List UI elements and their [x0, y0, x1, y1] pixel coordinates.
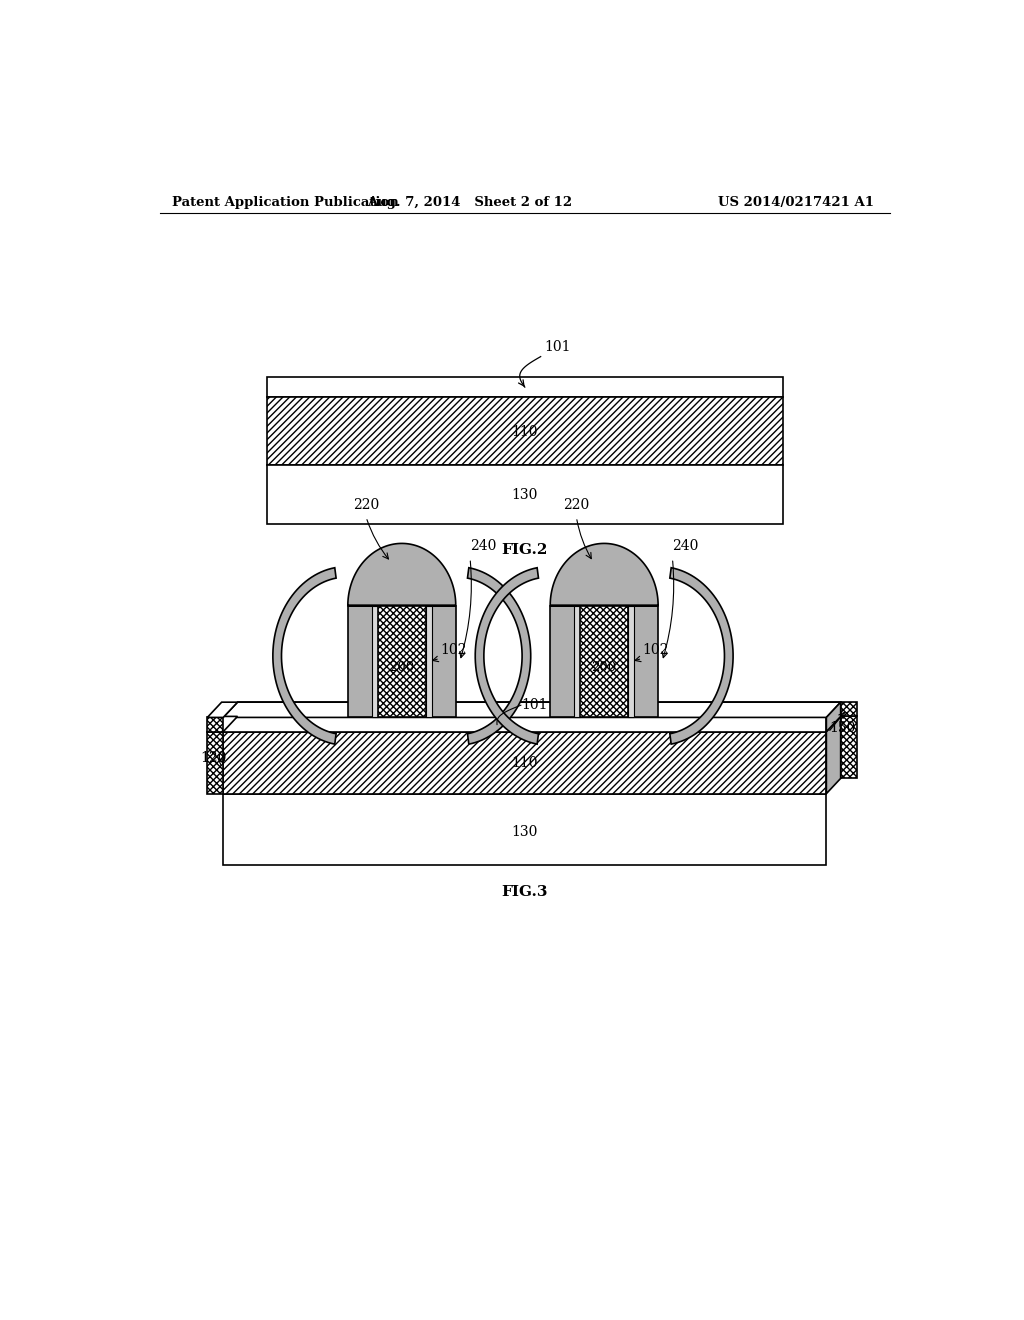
Text: US 2014/0217421 A1: US 2014/0217421 A1 — [718, 195, 873, 209]
Text: 150: 150 — [829, 721, 856, 735]
Bar — [267, 397, 782, 466]
Text: 200: 200 — [389, 660, 415, 673]
Text: 101: 101 — [521, 698, 548, 713]
Text: 110: 110 — [512, 756, 538, 770]
Bar — [238, 717, 841, 779]
Bar — [841, 717, 856, 779]
Polygon shape — [670, 568, 733, 744]
Text: 110: 110 — [512, 425, 538, 438]
Polygon shape — [550, 544, 658, 606]
Bar — [372, 606, 378, 718]
Polygon shape — [826, 702, 841, 731]
Text: 120: 120 — [201, 751, 227, 766]
Polygon shape — [207, 717, 238, 731]
Bar — [267, 466, 782, 524]
Polygon shape — [223, 717, 841, 731]
Polygon shape — [348, 544, 456, 606]
Text: 220: 220 — [353, 498, 379, 512]
Text: 102: 102 — [642, 643, 669, 657]
Text: 220: 220 — [563, 498, 590, 512]
Bar — [207, 731, 223, 793]
Text: 101: 101 — [545, 339, 571, 354]
Bar — [378, 606, 426, 718]
Polygon shape — [475, 568, 539, 744]
Bar — [207, 718, 223, 731]
Bar — [223, 731, 826, 793]
Bar — [223, 793, 826, 865]
Text: 130: 130 — [512, 488, 538, 502]
Text: 102: 102 — [440, 643, 466, 657]
Text: Aug. 7, 2014   Sheet 2 of 12: Aug. 7, 2014 Sheet 2 of 12 — [367, 195, 571, 209]
Bar — [841, 702, 856, 717]
Polygon shape — [272, 568, 336, 744]
Bar — [426, 606, 432, 718]
Bar — [238, 702, 841, 717]
Bar — [348, 606, 456, 718]
Bar — [267, 378, 782, 397]
Bar — [581, 606, 628, 718]
Text: 240: 240 — [470, 539, 497, 553]
Text: 240: 240 — [673, 539, 698, 553]
Text: FIG.2: FIG.2 — [502, 543, 548, 557]
Text: 200: 200 — [592, 660, 616, 673]
Bar — [628, 606, 634, 718]
Polygon shape — [207, 702, 238, 718]
Bar — [550, 606, 658, 718]
Polygon shape — [223, 702, 841, 718]
Bar — [223, 718, 826, 731]
Polygon shape — [468, 568, 530, 744]
Text: FIG.3: FIG.3 — [502, 886, 548, 899]
Text: Patent Application Publication: Patent Application Publication — [172, 195, 398, 209]
Bar — [574, 606, 581, 718]
Polygon shape — [826, 717, 841, 793]
Text: 130: 130 — [512, 825, 538, 840]
